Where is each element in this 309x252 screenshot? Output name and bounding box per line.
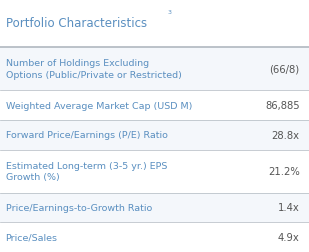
Text: Price/Sales: Price/Sales bbox=[6, 233, 57, 242]
Text: Portfolio Characteristics: Portfolio Characteristics bbox=[6, 17, 147, 29]
Text: Forward Price/Earnings (P/E) Ratio: Forward Price/Earnings (P/E) Ratio bbox=[6, 131, 167, 140]
Text: 86,885: 86,885 bbox=[265, 101, 300, 111]
Text: Price/Earnings-to-Growth Ratio: Price/Earnings-to-Growth Ratio bbox=[6, 203, 152, 212]
Text: Estimated Long-term (3-5 yr.) EPS
Growth (%): Estimated Long-term (3-5 yr.) EPS Growth… bbox=[6, 161, 167, 182]
Text: 4.9x: 4.9x bbox=[278, 232, 300, 242]
Text: (66/8): (66/8) bbox=[270, 65, 300, 74]
Bar bbox=[0, 48, 309, 91]
Text: 28.8x: 28.8x bbox=[272, 130, 300, 140]
Text: Number of Holdings Excluding
Options (Public/Private or Restricted): Number of Holdings Excluding Options (Pu… bbox=[6, 59, 181, 80]
Bar bbox=[0, 193, 309, 223]
Text: 1.4x: 1.4x bbox=[278, 203, 300, 213]
Text: 3: 3 bbox=[168, 10, 172, 15]
Text: 21.2%: 21.2% bbox=[268, 167, 300, 176]
Text: Weighted Average Market Cap (USD M): Weighted Average Market Cap (USD M) bbox=[6, 101, 192, 110]
Bar bbox=[0, 120, 309, 150]
